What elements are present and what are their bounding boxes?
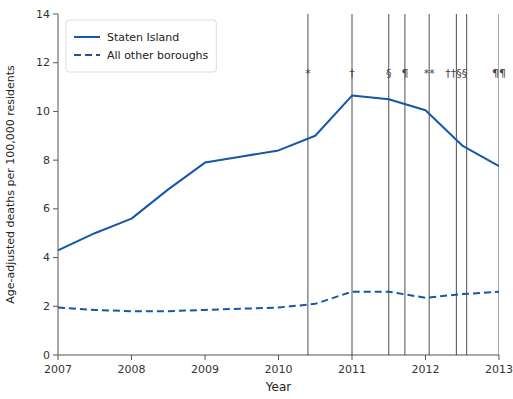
y-tick-label: 6 <box>43 202 50 215</box>
x-tick <box>425 355 426 360</box>
annotation: ††§§ <box>445 67 467 80</box>
x-tick-label: 2007 <box>44 363 72 376</box>
x-tick-label: 2009 <box>191 363 219 376</box>
x-tick <box>205 355 206 360</box>
y-axis-line <box>58 14 59 355</box>
plot-area <box>58 14 499 355</box>
vertical-line <box>456 14 457 355</box>
series-line <box>58 292 499 311</box>
y-tick-label: 8 <box>43 154 50 167</box>
x-tick <box>58 355 59 360</box>
y-tick <box>53 257 58 258</box>
y-axis-label: Age-adjusted deaths per 100,000 resident… <box>4 65 17 304</box>
y-tick <box>53 62 58 63</box>
vertical-line <box>307 14 308 355</box>
legend: Staten Island All other boroughs <box>66 20 216 72</box>
annotation: ** <box>424 67 436 80</box>
y-tick-label: 4 <box>43 251 50 264</box>
annotation: ¶¶ <box>492 67 506 80</box>
y-tick-label: 0 <box>43 349 50 362</box>
legend-swatch <box>74 54 100 56</box>
x-tick <box>499 355 500 360</box>
y-tick-label: 14 <box>36 8 50 21</box>
vertical-line <box>352 14 353 355</box>
x-tick <box>352 355 353 360</box>
x-tick-label: 2010 <box>265 363 293 376</box>
annotation: * <box>305 67 311 80</box>
x-tick-label: 2012 <box>412 363 440 376</box>
annotation: † <box>349 67 355 80</box>
annotation: ¶ <box>401 67 408 80</box>
y-tick-label: 12 <box>36 56 50 69</box>
y-tick <box>53 160 58 161</box>
vertical-line <box>499 14 500 355</box>
y-tick-label: 2 <box>43 300 50 313</box>
series-line <box>58 96 499 251</box>
y-tick <box>53 14 58 15</box>
vertical-line <box>404 14 405 355</box>
y-tick <box>53 355 58 356</box>
annotation: § <box>386 67 392 80</box>
legend-label: Staten Island <box>107 31 179 44</box>
x-tick-label: 2011 <box>338 363 366 376</box>
y-tick <box>53 111 58 112</box>
legend-label: All other boroughs <box>107 49 209 62</box>
chart: 0 2 4 6 8 10 12 14 2007 2008 2009 2010 2011 2012 2013 Y… <box>0 0 513 399</box>
x-tick <box>278 355 279 360</box>
x-tick-label: 2013 <box>485 363 513 376</box>
y-tick <box>53 208 58 209</box>
y-tick-label: 10 <box>36 105 50 118</box>
vertical-line <box>388 14 389 355</box>
vertical-line <box>466 14 467 355</box>
legend-swatch <box>74 36 100 38</box>
x-tick <box>131 355 132 360</box>
legend-box <box>66 20 216 72</box>
y-tick <box>53 306 58 307</box>
x-axis-label: Year <box>265 380 291 394</box>
vertical-line <box>429 14 430 355</box>
x-tick-label: 2008 <box>118 363 146 376</box>
